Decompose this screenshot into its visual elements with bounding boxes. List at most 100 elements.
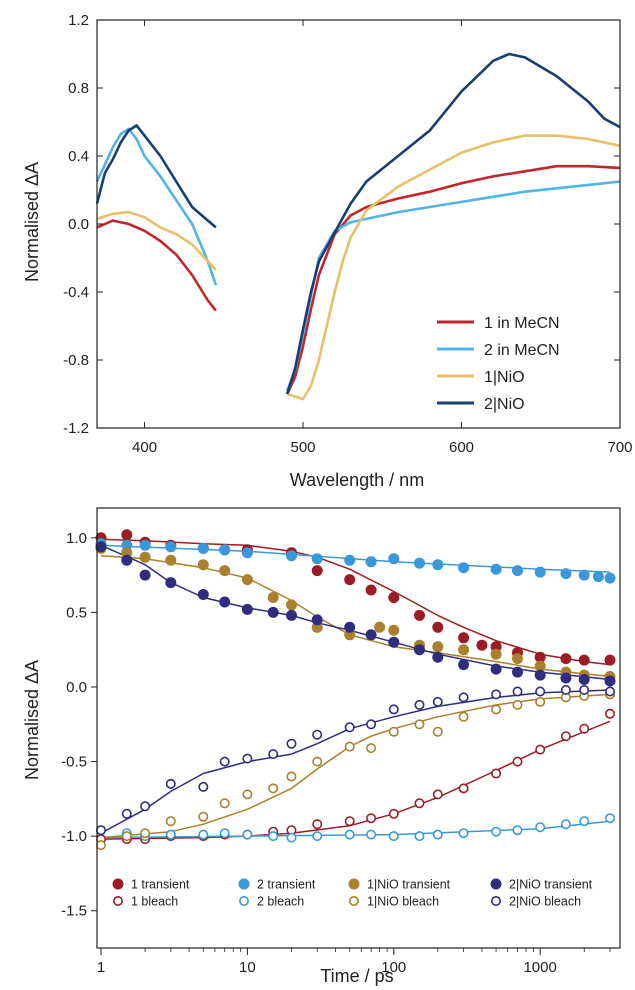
kinetics-plot-frame — [96, 507, 621, 949]
kinetics-legend-marker — [348, 895, 359, 906]
kinetics-point-2-nio-transient — [365, 629, 377, 641]
kinetics-point-1-transient — [432, 621, 444, 633]
kinetics-x-axis-title: Time / ps — [320, 966, 393, 986]
kinetics-point-2-nio-bleach — [242, 753, 253, 764]
kinetics-point-1-bleach — [535, 744, 546, 755]
spectra-legend-label: 1|NiO — [484, 369, 525, 386]
kinetics-point-1-bleach — [604, 708, 615, 719]
kinetics-point-2-nio-transient — [534, 669, 546, 681]
spectra-x-tick-label: 500 — [291, 439, 316, 456]
spectra-y-tick-label: -0.8 — [63, 352, 89, 369]
kinetics-legend-marker — [348, 878, 360, 890]
kinetics-point-2-nio-transient — [267, 606, 279, 618]
kinetics-legend-label: 1|NiO bleach — [367, 895, 439, 909]
kinetics-x-tick-label: 1000 — [523, 959, 556, 976]
kinetics-point-2-nio-bleach — [458, 692, 469, 703]
kinetics-legend-label: 1|NiO transient — [367, 878, 451, 892]
spectra-legend-label: 1 in MeCN — [484, 315, 560, 332]
kinetics-point-2-nio-bleach — [366, 719, 377, 730]
kinetics-legend-marker — [490, 878, 502, 890]
kinetics-point-1-transient — [365, 584, 377, 596]
spectra-y-tick-label: 0.4 — [68, 148, 89, 165]
spectra-line-1-nio — [96, 210, 217, 271]
kinetics-fit-1-bleach — [100, 720, 611, 840]
kinetics-point-2-nio-bleach — [219, 756, 230, 767]
kinetics-point-1-nio-transient — [512, 653, 523, 665]
kinetics-y-tick-label: -1.5 — [61, 903, 87, 920]
kinetics-point-2-nio-transient — [432, 651, 444, 663]
kinetics-legend-label: 2|NiO bleach — [509, 895, 581, 909]
kinetics-point-1-nio-bleach — [219, 798, 230, 809]
kinetics-point-1-nio-bleach — [388, 726, 399, 737]
kinetics-point-2-bleach — [560, 819, 571, 830]
kinetics-point-1-nio-transient — [219, 565, 231, 577]
kinetics-point-2-nio-bleach — [344, 722, 355, 733]
kinetics-point-1-bleach — [432, 789, 443, 800]
kinetics-point-1-nio-bleach — [198, 811, 209, 822]
kinetics-y-tick-label: -1.0 — [61, 828, 87, 845]
kinetics-fit-2-nio-transient — [100, 544, 611, 681]
kinetics-x-tick-label: 1 — [97, 959, 105, 976]
kinetics-point-1-nio-transient — [139, 551, 151, 563]
kinetics-point-2-nio-transient — [197, 589, 209, 600]
kinetics-point-2-bleach — [579, 816, 590, 827]
kinetics-series-layer — [95, 529, 616, 851]
kinetics-point-2-nio-bleach — [198, 781, 209, 792]
kinetics-legend-marker — [239, 895, 250, 906]
kinetics-point-2-nio-transient — [578, 674, 590, 685]
kinetics-point-2-bleach — [491, 826, 502, 837]
kinetics-point-2-transient — [197, 542, 209, 554]
kinetics-point-1-nio-bleach — [286, 771, 297, 782]
kinetics-point-1-bleach — [366, 813, 377, 824]
kinetics-point-1-transient — [534, 651, 546, 663]
kinetics-point-1-nio-bleach — [344, 741, 355, 752]
kinetics-point-2-nio-bleach — [312, 729, 323, 740]
kinetics-point-1-nio-bleach — [458, 711, 469, 722]
kinetics-point-2-transient — [219, 544, 231, 556]
kinetics-point-2-nio-transient — [458, 659, 470, 671]
kinetics-point-2-nio-bleach — [560, 684, 571, 695]
spectra-line-1-nio — [286, 134, 621, 401]
kinetics-point-2-nio-transient — [121, 554, 133, 566]
kinetics-point-1-nio-bleach — [96, 840, 107, 851]
kinetics-point-2-nio-bleach — [121, 808, 132, 819]
kinetics-y-tick-label: 0.5 — [66, 604, 87, 621]
kinetics-point-2-bleach — [344, 829, 355, 840]
kinetics-point-2-transient — [165, 541, 177, 553]
kinetics-fit-1-nio-bleach — [100, 693, 611, 839]
kinetics-legend-marker — [490, 895, 501, 906]
kinetics-point-1-transient — [414, 609, 425, 621]
kinetics-fit-2-nio-bleach — [100, 689, 611, 834]
kinetics-point-2-nio-transient — [490, 663, 502, 675]
kinetics-point-1-bleach — [512, 756, 523, 767]
kinetics-legend-marker — [113, 895, 124, 906]
kinetics-fit-1-nio-transient — [100, 554, 611, 678]
kinetics-point-2-transient — [578, 569, 590, 581]
kinetics-point-2-bleach — [312, 831, 323, 842]
kinetics-legend-label: 1 bleach — [131, 895, 178, 909]
spectra-x-tick-label: 400 — [132, 439, 157, 456]
kinetics-point-2-nio-bleach — [535, 686, 546, 697]
kinetics-point-2-bleach — [535, 822, 546, 833]
kinetics-point-2-transient — [414, 557, 425, 569]
spectra-series-layer — [95, 52, 621, 401]
kinetics-point-1-bleach — [312, 819, 323, 830]
kinetics-y-tick-label: -0.5 — [61, 754, 87, 771]
kinetics-point-2-nio-transient — [560, 672, 572, 684]
kinetics-point-2-transient — [458, 562, 470, 574]
kinetics-x-tick-label: 10 — [239, 959, 256, 976]
kinetics-point-2-bleach — [512, 825, 523, 836]
kinetics-point-2-transient — [139, 539, 151, 551]
kinetics-point-2-transient — [560, 568, 572, 580]
kinetics-point-2-transient — [388, 553, 400, 565]
kinetics-point-2-nio-bleach — [432, 696, 443, 707]
kinetics-point-2-bleach — [414, 831, 425, 842]
kinetics-legend-label: 2|NiO transient — [509, 878, 593, 892]
kinetics-legend-label: 2 transient — [257, 878, 316, 892]
kinetics-point-2-nio-bleach — [604, 686, 615, 697]
kinetics-point-1-nio-bleach — [366, 743, 377, 754]
kinetics-point-1-nio-transient — [490, 648, 502, 660]
kinetics-legend: 1 transient 2 transient 1|NiO transient 2|N… — [112, 878, 593, 909]
kinetics-y-tick-label: 0.0 — [66, 679, 87, 696]
spectra-legend: 1 in MeCN 2 in MeCN 1|NiO 2|NiO — [437, 315, 560, 413]
